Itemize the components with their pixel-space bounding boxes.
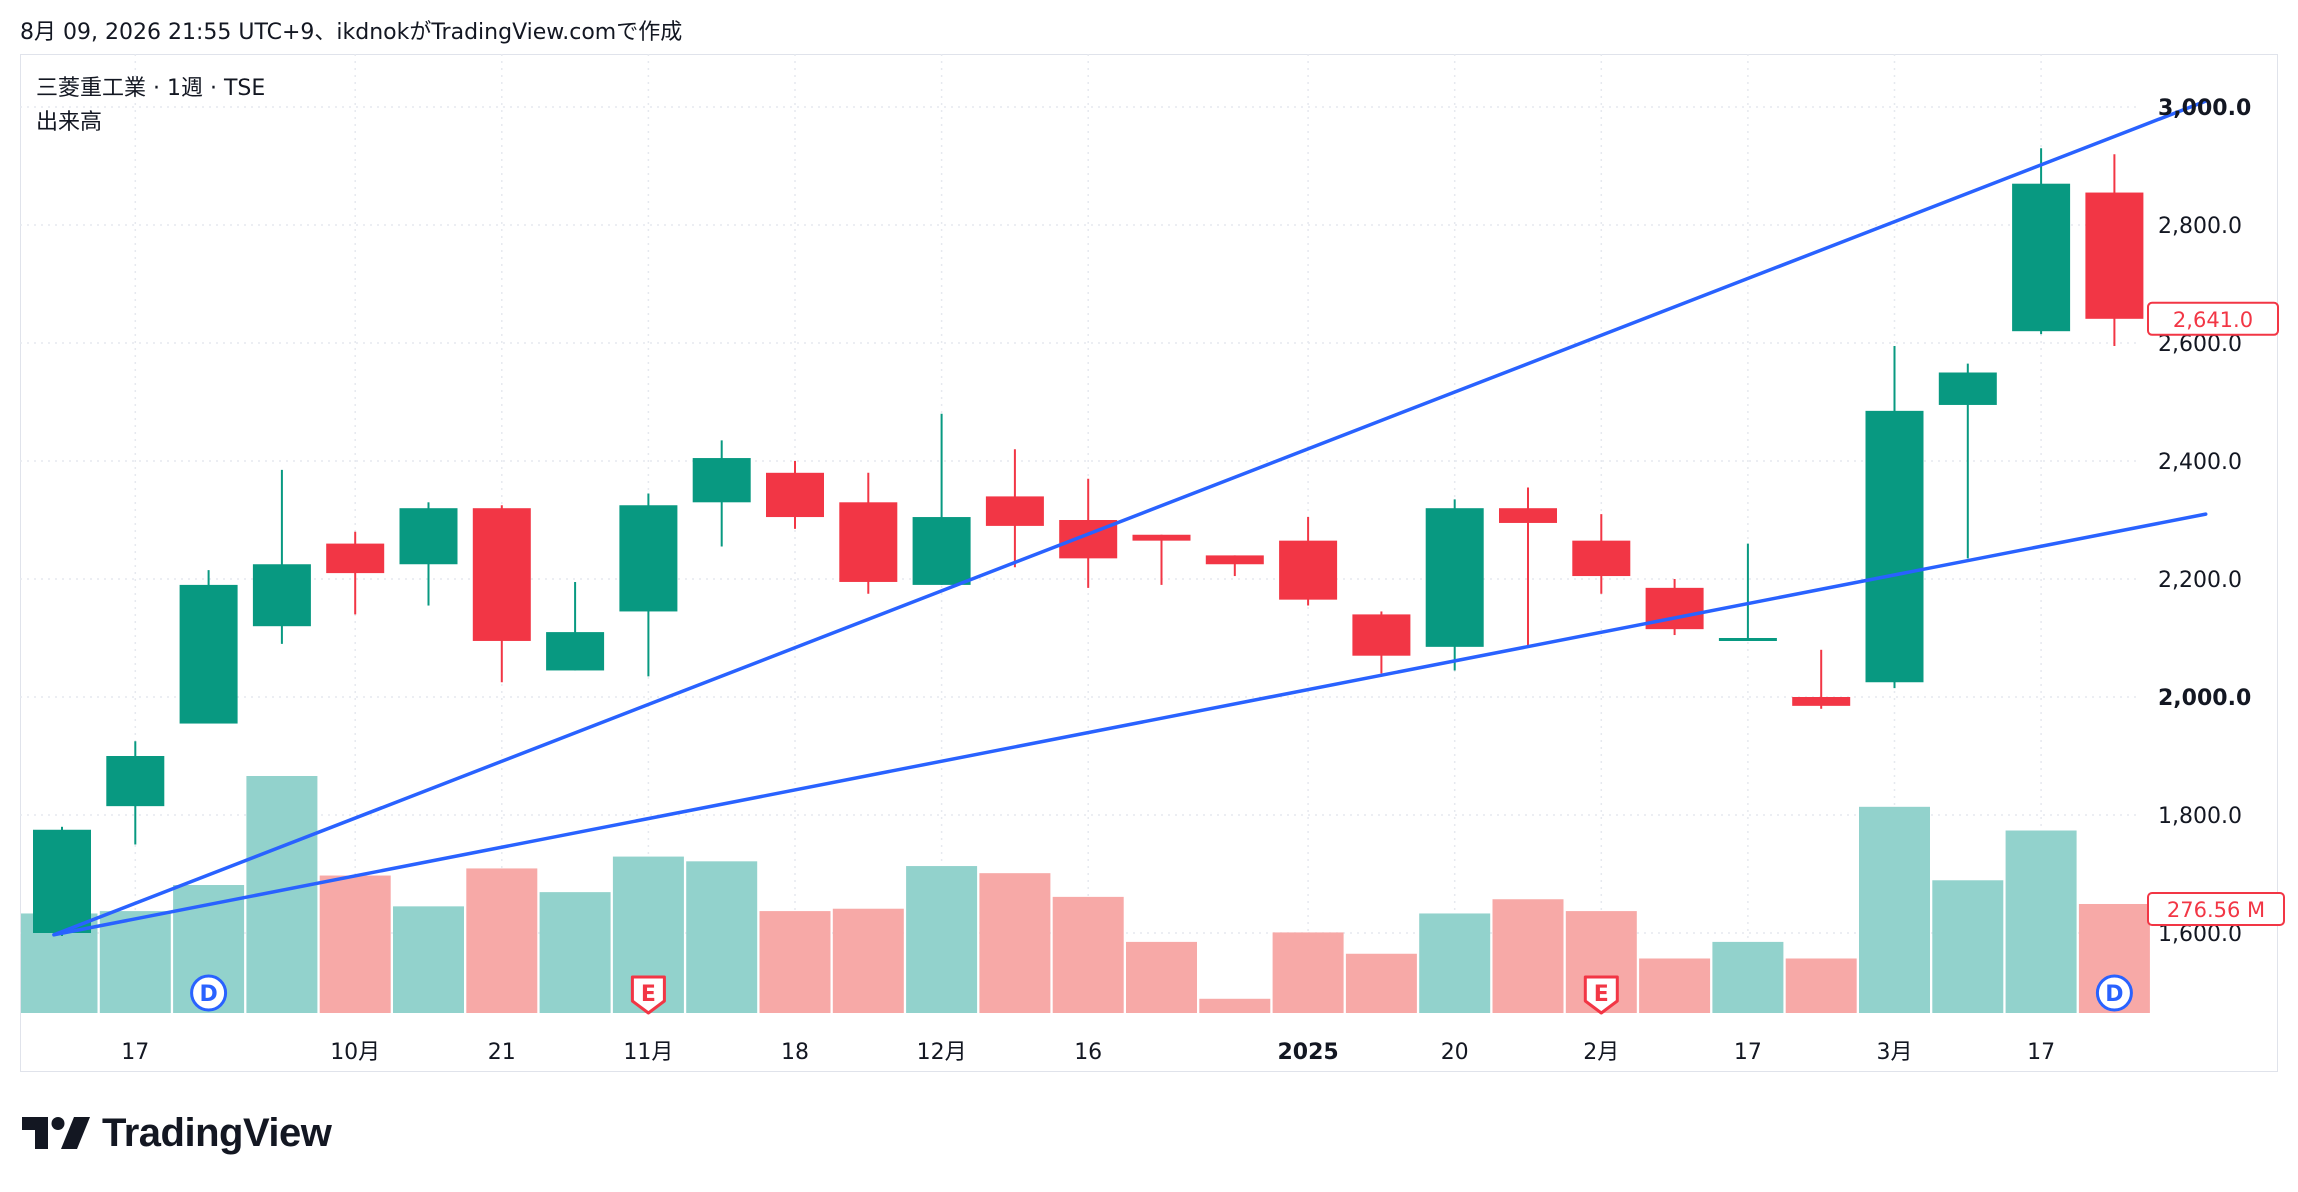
candle-body bbox=[1865, 410, 1924, 683]
time-axis-label: 20 bbox=[1441, 1040, 1469, 1065]
volume-bar bbox=[2005, 830, 2077, 1013]
volume-bar bbox=[1492, 899, 1564, 1013]
volume-bar bbox=[1052, 896, 1124, 1013]
candle-body bbox=[326, 543, 385, 574]
candle-body bbox=[1792, 697, 1851, 706]
price-axis-label: 2,400.0 bbox=[2158, 450, 2242, 475]
candle-body bbox=[2085, 192, 2144, 319]
dividend-badge-label: D bbox=[199, 982, 217, 1007]
candle-body bbox=[1572, 540, 1631, 577]
time-axis-label: 10月 bbox=[330, 1040, 380, 1065]
candle-body bbox=[1352, 614, 1411, 656]
candle-body bbox=[106, 756, 165, 807]
candle-body bbox=[179, 584, 238, 724]
earnings-badge-label: E bbox=[641, 982, 656, 1007]
time-axis-label: 11月 bbox=[623, 1040, 673, 1065]
time-axis-label: 12月 bbox=[917, 1040, 967, 1065]
time-axis-label: 21 bbox=[488, 1040, 516, 1065]
price-axis-label: 1,600.0 bbox=[2158, 922, 2242, 947]
volume-bar bbox=[1272, 932, 1344, 1013]
candle-body bbox=[546, 632, 605, 671]
trendline bbox=[52, 512, 2208, 937]
candle-body bbox=[1205, 555, 1264, 565]
candle-body bbox=[1132, 534, 1191, 541]
candle-body bbox=[2012, 183, 2071, 332]
volume-bar bbox=[393, 906, 464, 1013]
candle-body bbox=[912, 517, 971, 585]
volume-bar bbox=[1419, 913, 1491, 1013]
time-axis-label: 17 bbox=[1734, 1040, 1762, 1065]
volume-bar bbox=[1639, 958, 1711, 1013]
time-axis-label: 3月 bbox=[1877, 1040, 1913, 1065]
volume-bar bbox=[466, 868, 538, 1013]
candle-body bbox=[1499, 508, 1557, 523]
volume-bar bbox=[979, 873, 1051, 1013]
volume-legend[interactable]: 出来高 bbox=[36, 110, 103, 135]
volume-bar bbox=[539, 892, 611, 1013]
tradingview-logo-icon bbox=[22, 1117, 90, 1149]
dividend-badge bbox=[190, 974, 228, 1012]
candle-body bbox=[33, 829, 91, 933]
volume-bar bbox=[906, 866, 978, 1013]
volume-bar bbox=[1785, 958, 1857, 1013]
time-axis-label: 2025 bbox=[1277, 1040, 1338, 1065]
time-axis-label: 16 bbox=[1074, 1040, 1102, 1065]
earnings-badge bbox=[1583, 975, 1619, 1015]
earnings-badge bbox=[630, 975, 666, 1015]
candle-body bbox=[472, 508, 531, 641]
last-volume-label: 276.56 M bbox=[2167, 898, 2265, 922]
last-price-tag bbox=[2147, 301, 2279, 336]
tradingview-wordmark: TradingView bbox=[102, 1110, 332, 1155]
volume-bar bbox=[319, 875, 391, 1013]
price-axis-label: 2,000.0 bbox=[2158, 686, 2251, 711]
earnings-badge-label: E bbox=[1594, 982, 1609, 1007]
candle-body bbox=[252, 564, 311, 627]
volume-bar bbox=[1859, 806, 1930, 1013]
candle-body bbox=[1279, 540, 1338, 600]
trendline bbox=[52, 99, 2208, 937]
candle-body bbox=[1718, 638, 1777, 641]
tradingview-logo[interactable]: TradingView bbox=[22, 1108, 332, 1158]
price-axis-label: 2,600.0 bbox=[2158, 332, 2242, 357]
candle-body bbox=[1938, 372, 1997, 405]
candle-body bbox=[1425, 508, 1484, 647]
candle-body bbox=[692, 458, 751, 503]
price-axis-label: 2,800.0 bbox=[2158, 214, 2242, 239]
dividend-badge bbox=[2095, 974, 2133, 1012]
price-axis-label: 3,000.0 bbox=[2158, 96, 2251, 121]
price-axis-label: 1,800.0 bbox=[2158, 804, 2242, 829]
symbol-legend[interactable]: 三菱重工業 · 1週 · TSE bbox=[36, 76, 266, 101]
chart-panel[interactable] bbox=[20, 54, 2278, 1072]
last-price-label: 2,641.0 bbox=[2173, 308, 2253, 332]
candle-body bbox=[766, 472, 824, 518]
price-axis-label: 2,200.0 bbox=[2158, 568, 2242, 593]
time-axis-label: 17 bbox=[2027, 1040, 2055, 1065]
volume-bar bbox=[832, 908, 904, 1013]
dividend-badge-label: D bbox=[2105, 982, 2123, 1007]
volume-bar bbox=[99, 911, 171, 1013]
volume-bar bbox=[1126, 941, 1197, 1013]
time-axis-label: 18 bbox=[781, 1040, 809, 1065]
volume-bar bbox=[1712, 941, 1784, 1013]
volume-bar bbox=[1345, 953, 1417, 1013]
chart-header: 8月 09, 2026 21:55 UTC+9、ikdnokがTradingVi… bbox=[20, 20, 683, 45]
candle-body bbox=[619, 505, 678, 612]
time-axis-label: 2月 bbox=[1583, 1040, 1619, 1065]
candle-body bbox=[399, 508, 458, 565]
volume-bar bbox=[1199, 998, 1271, 1013]
volume-bar bbox=[759, 911, 831, 1013]
candle-body bbox=[985, 496, 1044, 526]
volume-bar bbox=[1932, 880, 2004, 1013]
volume-bar bbox=[686, 861, 758, 1013]
time-axis-label: 17 bbox=[121, 1040, 149, 1065]
last-volume-tag bbox=[2147, 892, 2285, 926]
candle-body bbox=[839, 502, 898, 582]
